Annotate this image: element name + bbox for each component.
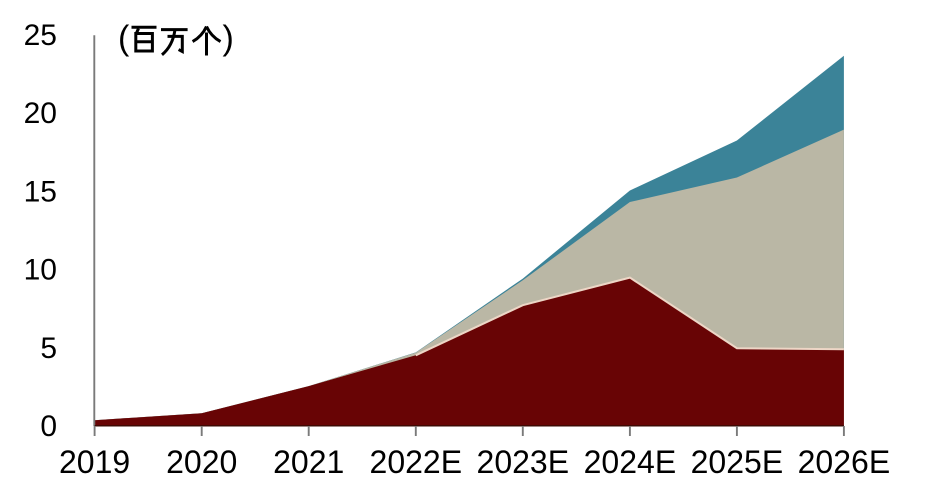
svg-text:(: ( [118, 20, 130, 58]
svg-text:25: 25 [24, 19, 57, 52]
svg-text:): ) [223, 20, 234, 58]
svg-text:2020: 2020 [166, 444, 237, 480]
svg-text:2023E: 2023E [477, 444, 570, 480]
svg-text:5: 5 [40, 332, 57, 365]
svg-text:2022E: 2022E [370, 444, 463, 480]
svg-text:2026E: 2026E [798, 444, 891, 480]
svg-text:10: 10 [24, 254, 57, 287]
svg-text:15: 15 [24, 175, 57, 208]
svg-text:2019: 2019 [59, 444, 130, 480]
svg-text:20: 20 [24, 97, 57, 130]
svg-text:2021: 2021 [273, 444, 344, 480]
svg-text:0: 0 [40, 410, 57, 443]
svg-text:2025E: 2025E [691, 444, 784, 480]
svg-text:2024E: 2024E [584, 444, 677, 480]
